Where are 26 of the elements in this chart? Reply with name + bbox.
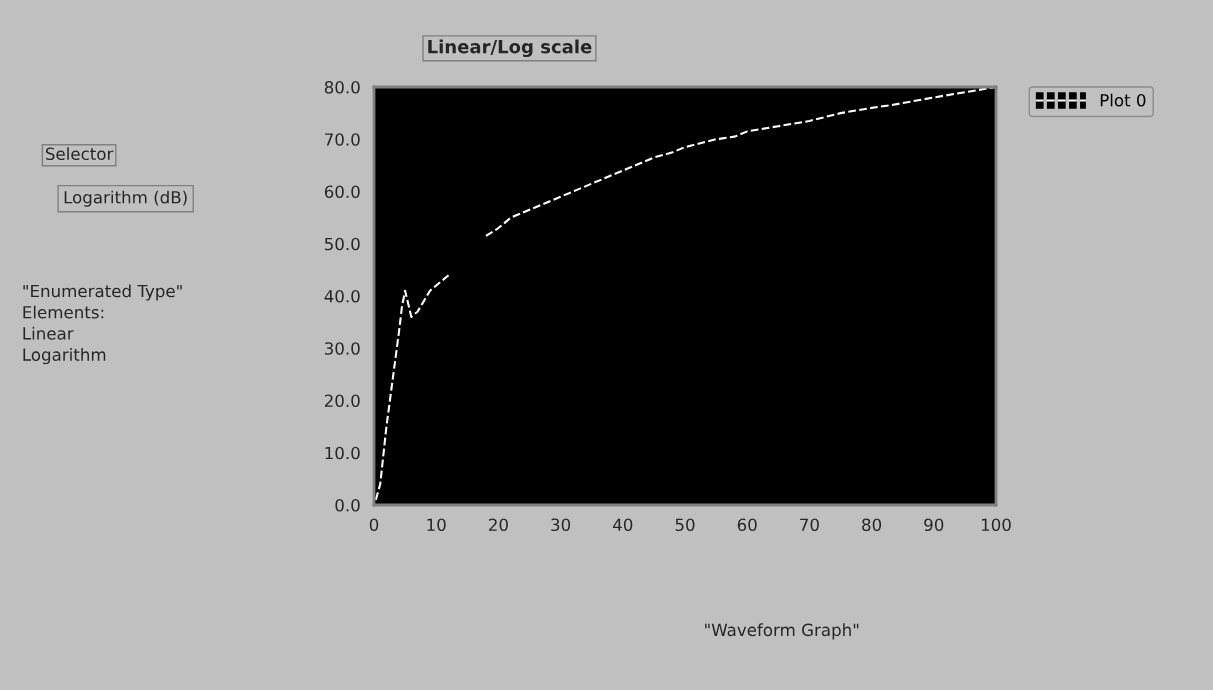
x-tick-label: 100 (981, 518, 1011, 532)
x-tick-label: 40 (613, 518, 633, 532)
x-tick-label: 20 (489, 518, 508, 532)
y-tick-label: 30.0 (324, 342, 360, 355)
y-tick-label: 40.0 (324, 289, 360, 303)
y-tick-label: 20.0 (324, 394, 360, 408)
y-tick-label: 50.0 (324, 237, 360, 251)
text: Selector (45, 147, 114, 161)
y-tick-label: 60.0 (324, 185, 360, 199)
x-tick-label: 30 (551, 518, 571, 532)
x-tick-label: 60 (737, 518, 757, 532)
chart-title: Linear/Log scale (428, 39, 592, 58)
text: Logarithm (dB) (64, 190, 187, 207)
x-tick-label: 10 (427, 518, 446, 532)
x-tick-label: 90 (924, 518, 944, 532)
x-tick-label: 80 (862, 518, 882, 532)
y-tick-label: 0.0 (335, 498, 360, 512)
legend-label: Plot 0 (1100, 93, 1146, 107)
y-tick-label: 70.0 (325, 133, 360, 146)
y-tick-label: 80.0 (324, 80, 360, 94)
x-tick-label: 50 (675, 518, 695, 532)
x-tick-label: 70 (800, 518, 819, 532)
y-tick-label: 10.0 (325, 446, 360, 460)
x-tick-label: 0 (369, 518, 379, 532)
text: "Waveform Graph" (705, 623, 859, 640)
text: "Enumerated Type" Elements: Linear Logarithm (23, 284, 182, 365)
